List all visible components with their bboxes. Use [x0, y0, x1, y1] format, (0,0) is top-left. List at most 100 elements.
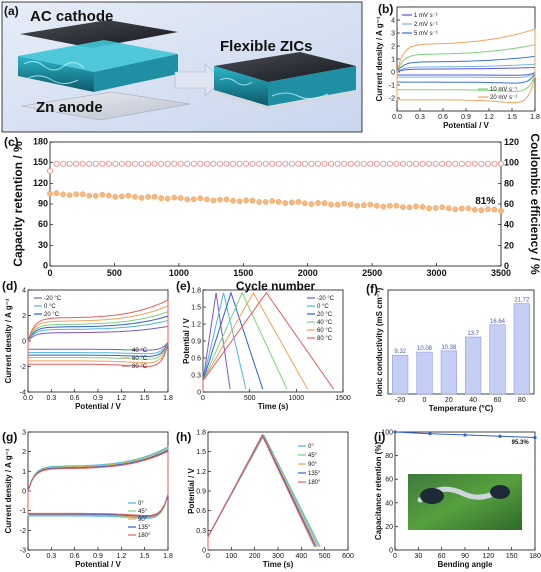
separator-top [18, 40, 178, 72]
x-tick-label: 0.6 [438, 114, 448, 121]
efficiency-point [177, 160, 184, 167]
bar [513, 303, 530, 395]
panel-label: (b) [378, 2, 393, 16]
efficiency-point [334, 160, 341, 167]
efficiency-point [328, 160, 335, 167]
retention-point [256, 199, 263, 205]
efficiency-point [393, 160, 400, 167]
legend-label: 80 °C [317, 336, 333, 342]
retention-point [66, 192, 73, 199]
x-tick-label: 90 [461, 553, 469, 560]
legend-label: 10 mV s⁻¹ [490, 87, 517, 93]
y2-tick-label: 100 [504, 158, 519, 168]
y-tick-label: -2 [20, 528, 26, 535]
retention-point [288, 199, 295, 206]
efficiency-point [321, 160, 328, 167]
legend-label: 0° [308, 444, 314, 450]
efficiency-point [269, 160, 276, 167]
y-tick-label: 3 [391, 31, 395, 38]
efficiency-point [216, 160, 223, 167]
efficiency-point [223, 160, 230, 167]
retention-point [236, 198, 243, 205]
legend-label: 90° [138, 517, 148, 523]
y-tick-label: 60 [38, 219, 48, 229]
efficiency-point [301, 160, 308, 167]
retention-point [223, 196, 230, 203]
efficiency-point [282, 160, 289, 167]
gcd-curve [202, 292, 231, 392]
x-axis-label: Time (s) [258, 402, 289, 411]
x-tick-label: 400 [295, 553, 307, 560]
efficiency-point [419, 160, 426, 167]
panel-label: (d) [2, 279, 17, 293]
retention-point [472, 206, 478, 213]
legend-label: 1 mV s⁻¹ [414, 13, 438, 19]
efficiency-point [125, 160, 132, 167]
retention-point [452, 206, 459, 213]
y-tick-label: -2 [389, 96, 395, 103]
x-tick-label: 0.0 [23, 395, 33, 402]
retention-point [177, 195, 184, 201]
retention-point [308, 201, 315, 207]
retention-point [119, 193, 125, 200]
legend-label: 135° [138, 525, 151, 531]
y-axis-label: Ionic conductivity (mS cm⁻¹) [375, 287, 384, 396]
efficiency-point [184, 160, 191, 167]
y-tick-label: 1.5 [196, 449, 206, 456]
efficiency-point [275, 160, 282, 167]
retention-point [190, 196, 197, 203]
y-tick-label: 180 [33, 137, 48, 147]
retention-point [439, 204, 446, 211]
efficiency-point [478, 160, 485, 167]
efficiency-point [288, 160, 295, 167]
panel-label: (e) [176, 279, 191, 293]
device-texture [219, 77, 329, 100]
x-tick-label: 1500 [335, 395, 351, 402]
efficiency-point [413, 160, 420, 167]
efficiency-point [203, 160, 210, 167]
retention-point [79, 191, 86, 198]
y-axis-label: Potential / V [182, 317, 191, 363]
gcd-curve [202, 292, 247, 392]
x-tick-label: 40 [469, 397, 477, 404]
x-tick-label: 0 [423, 397, 427, 404]
efficiency-point [66, 160, 73, 167]
retention-point [145, 194, 151, 200]
x-tick-label: 100 [225, 553, 237, 560]
y-tick-label: 0 [22, 339, 26, 346]
legend-label: 180° [138, 533, 151, 539]
retention-point [406, 204, 413, 211]
efficiency-point [445, 160, 452, 167]
x-tick-label: 2000 [298, 268, 318, 278]
x-tick-label: 0.6 [70, 553, 80, 560]
efficiency-point [484, 160, 491, 167]
x-tick-label: 150 [506, 553, 518, 560]
y-axis-label: Capacitance retention (%) [374, 442, 383, 541]
efficiency-point [210, 160, 217, 167]
efficiency-point [60, 160, 67, 167]
device-side-right [268, 66, 356, 106]
efficiency-point [92, 160, 99, 167]
efficiency-point [151, 160, 158, 167]
efficiency-point [86, 160, 93, 167]
gcd-curve [202, 291, 264, 392]
y-axis-label: Current density / A g⁻¹ [4, 448, 13, 533]
x-tick-label: 600 [342, 553, 354, 560]
retention-point [151, 193, 158, 200]
bar-value-label: 21.72 [514, 298, 530, 304]
x-tick-label: 300 [272, 553, 284, 560]
x-tick-label: 80 [518, 397, 526, 404]
x-tick-label: 3500 [491, 268, 511, 278]
retention-point [463, 433, 467, 437]
efficiency-point [347, 160, 354, 167]
x-tick-label: 1000 [169, 268, 189, 278]
x-tick-label: 0.3 [415, 114, 425, 121]
y-tick-label: 1.8 [196, 430, 206, 437]
x-tick-label: 1.5 [507, 114, 517, 121]
panel-a: AC cathode Zn anode Flexible ZICs (a) [1, 1, 363, 133]
retention-point [269, 198, 276, 204]
x-tick-label: 1.2 [116, 553, 126, 560]
panel-label: (c) [4, 135, 19, 149]
y-tick-label: 0.9 [191, 339, 201, 346]
x-axis-label: Potential / V [443, 121, 489, 130]
